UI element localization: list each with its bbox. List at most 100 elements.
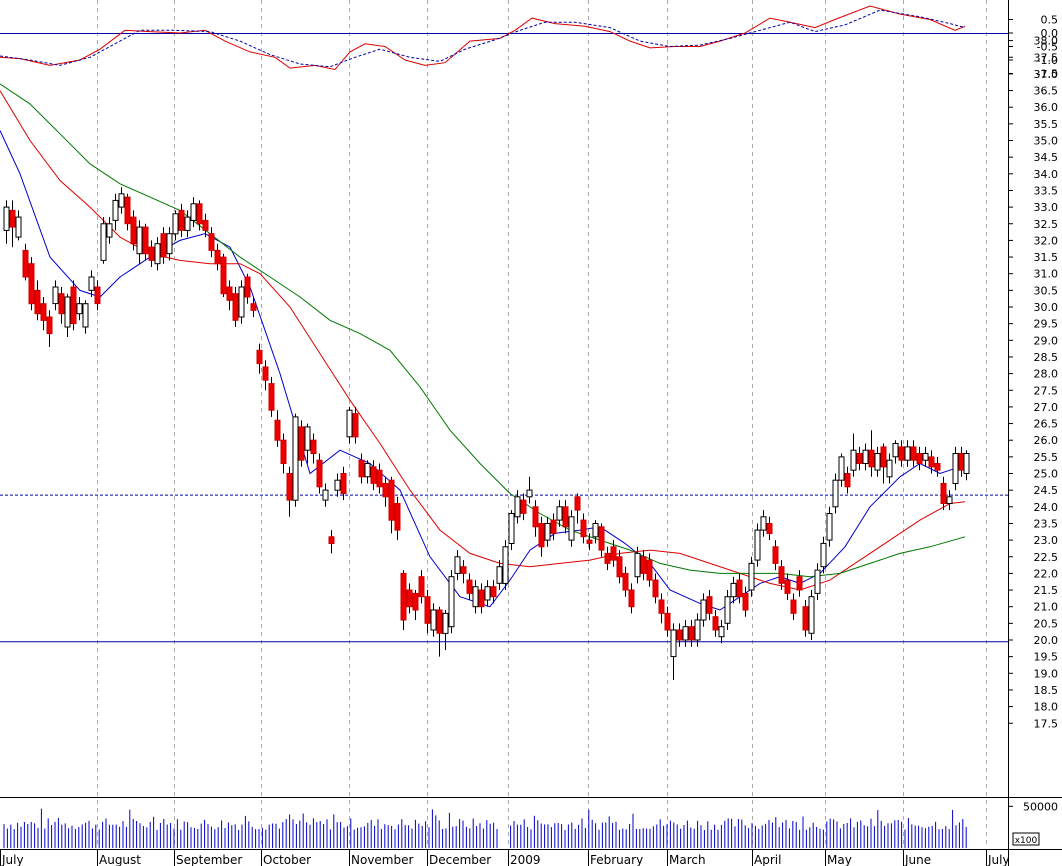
price-tick-label: 37.0 [1034, 68, 1059, 81]
price-tick-label: 20.0 [1034, 634, 1059, 647]
candle-body [136, 226, 143, 255]
price-tick-label: 19.0 [1034, 667, 1059, 680]
candle-body [454, 556, 461, 574]
candle-body [802, 606, 809, 631]
price-tick-label: 18.5 [1034, 684, 1059, 697]
osc-tick-label: -1.0 [1037, 54, 1058, 67]
candle-body [688, 626, 695, 641]
month-label: July [987, 853, 1010, 866]
candle-body [304, 426, 311, 451]
price-panel [0, 83, 1008, 680]
candle-body [40, 303, 47, 321]
candle-body [334, 479, 341, 491]
candle-body [238, 286, 245, 318]
candle-body [232, 293, 239, 321]
candle-body [184, 216, 191, 231]
price-tick-label: 32.5 [1034, 218, 1059, 231]
oscillator-signal-line [0, 9, 966, 68]
candle-body [190, 203, 197, 222]
volume-unit-box [1012, 832, 1040, 846]
candle-body [748, 562, 755, 591]
candle-body [496, 566, 503, 584]
candle-body [442, 612, 449, 634]
osc-tick-label: 0.5 [1041, 14, 1059, 27]
candle-body [760, 516, 767, 531]
price-tick-label: 26.0 [1034, 434, 1059, 447]
candle-body [874, 453, 881, 471]
candle-body [298, 426, 305, 461]
candle-body [766, 523, 773, 534]
candle-body [562, 506, 569, 528]
candle-body [616, 556, 623, 578]
candle-body [850, 449, 857, 471]
candle-body [772, 546, 779, 564]
month-label: May [827, 853, 852, 866]
candle-body [652, 579, 659, 598]
candle-body [220, 256, 227, 295]
candle-body [598, 526, 605, 551]
candle-body [328, 536, 335, 544]
candle-body [286, 473, 293, 501]
candle-body [124, 196, 131, 225]
candle-body [946, 496, 953, 504]
candle-body [9, 209, 16, 228]
candle-body [322, 489, 329, 501]
price-tick-label: 34.5 [1034, 151, 1059, 164]
candle-body [70, 286, 77, 325]
candle-body [394, 503, 401, 531]
price-tick-label: 25.0 [1034, 468, 1059, 481]
price-tick-label: 36.0 [1034, 101, 1059, 114]
price-tick-label: 19.5 [1034, 651, 1059, 664]
candle-body [694, 619, 701, 641]
price-tick-label: 35.0 [1034, 135, 1059, 148]
price-tick-label: 26.5 [1034, 418, 1059, 431]
candle-body [940, 483, 947, 504]
candle-body [928, 456, 935, 468]
candle-body [94, 286, 101, 305]
candle-body [963, 453, 970, 474]
candle-body [580, 519, 587, 538]
candle-body [778, 566, 785, 584]
candle-body [904, 446, 911, 461]
candle-body [268, 383, 275, 411]
month-label: April [754, 853, 781, 866]
price-tick-label: 33.0 [1034, 201, 1059, 214]
price-tick-label: 31.5 [1034, 251, 1059, 264]
price-tick-label: 38.0 [1034, 35, 1059, 48]
candle-body [820, 542, 827, 568]
candle-body [160, 233, 167, 258]
candle-body [838, 456, 845, 481]
candle-body [226, 286, 233, 301]
candle-body [154, 243, 161, 265]
price-tick-label: 29.5 [1034, 318, 1059, 331]
price-tick-label: 24.5 [1034, 484, 1059, 497]
candle-body [436, 609, 443, 634]
price-tick-label: 23.0 [1034, 534, 1059, 547]
osc-tick-label: -1.5 [1037, 68, 1058, 81]
candle-body [790, 599, 797, 614]
volume-tick-label: 50000 [1023, 800, 1058, 813]
month-label: July [1, 853, 24, 866]
month-label: August [99, 853, 141, 866]
price-tick-label: 31.0 [1034, 268, 1059, 281]
candle-body [142, 226, 149, 255]
candle-body [868, 449, 875, 468]
candle-body [670, 629, 677, 658]
candle-body [460, 566, 467, 574]
candle-body [508, 513, 515, 544]
volume-panel [3, 808, 967, 848]
candle-body [514, 496, 521, 518]
candle-body [118, 193, 125, 208]
price-tick-label: 27.5 [1034, 384, 1059, 397]
candle-body [52, 286, 59, 305]
candle-body [736, 579, 743, 598]
candle-body [502, 546, 509, 584]
candle-body [130, 216, 137, 245]
month-label: 2009 [510, 853, 541, 866]
candle-body [958, 453, 965, 471]
candle-body [376, 469, 383, 488]
candle-body [250, 303, 257, 311]
candle-body [112, 199, 119, 221]
candle-body [700, 599, 707, 621]
